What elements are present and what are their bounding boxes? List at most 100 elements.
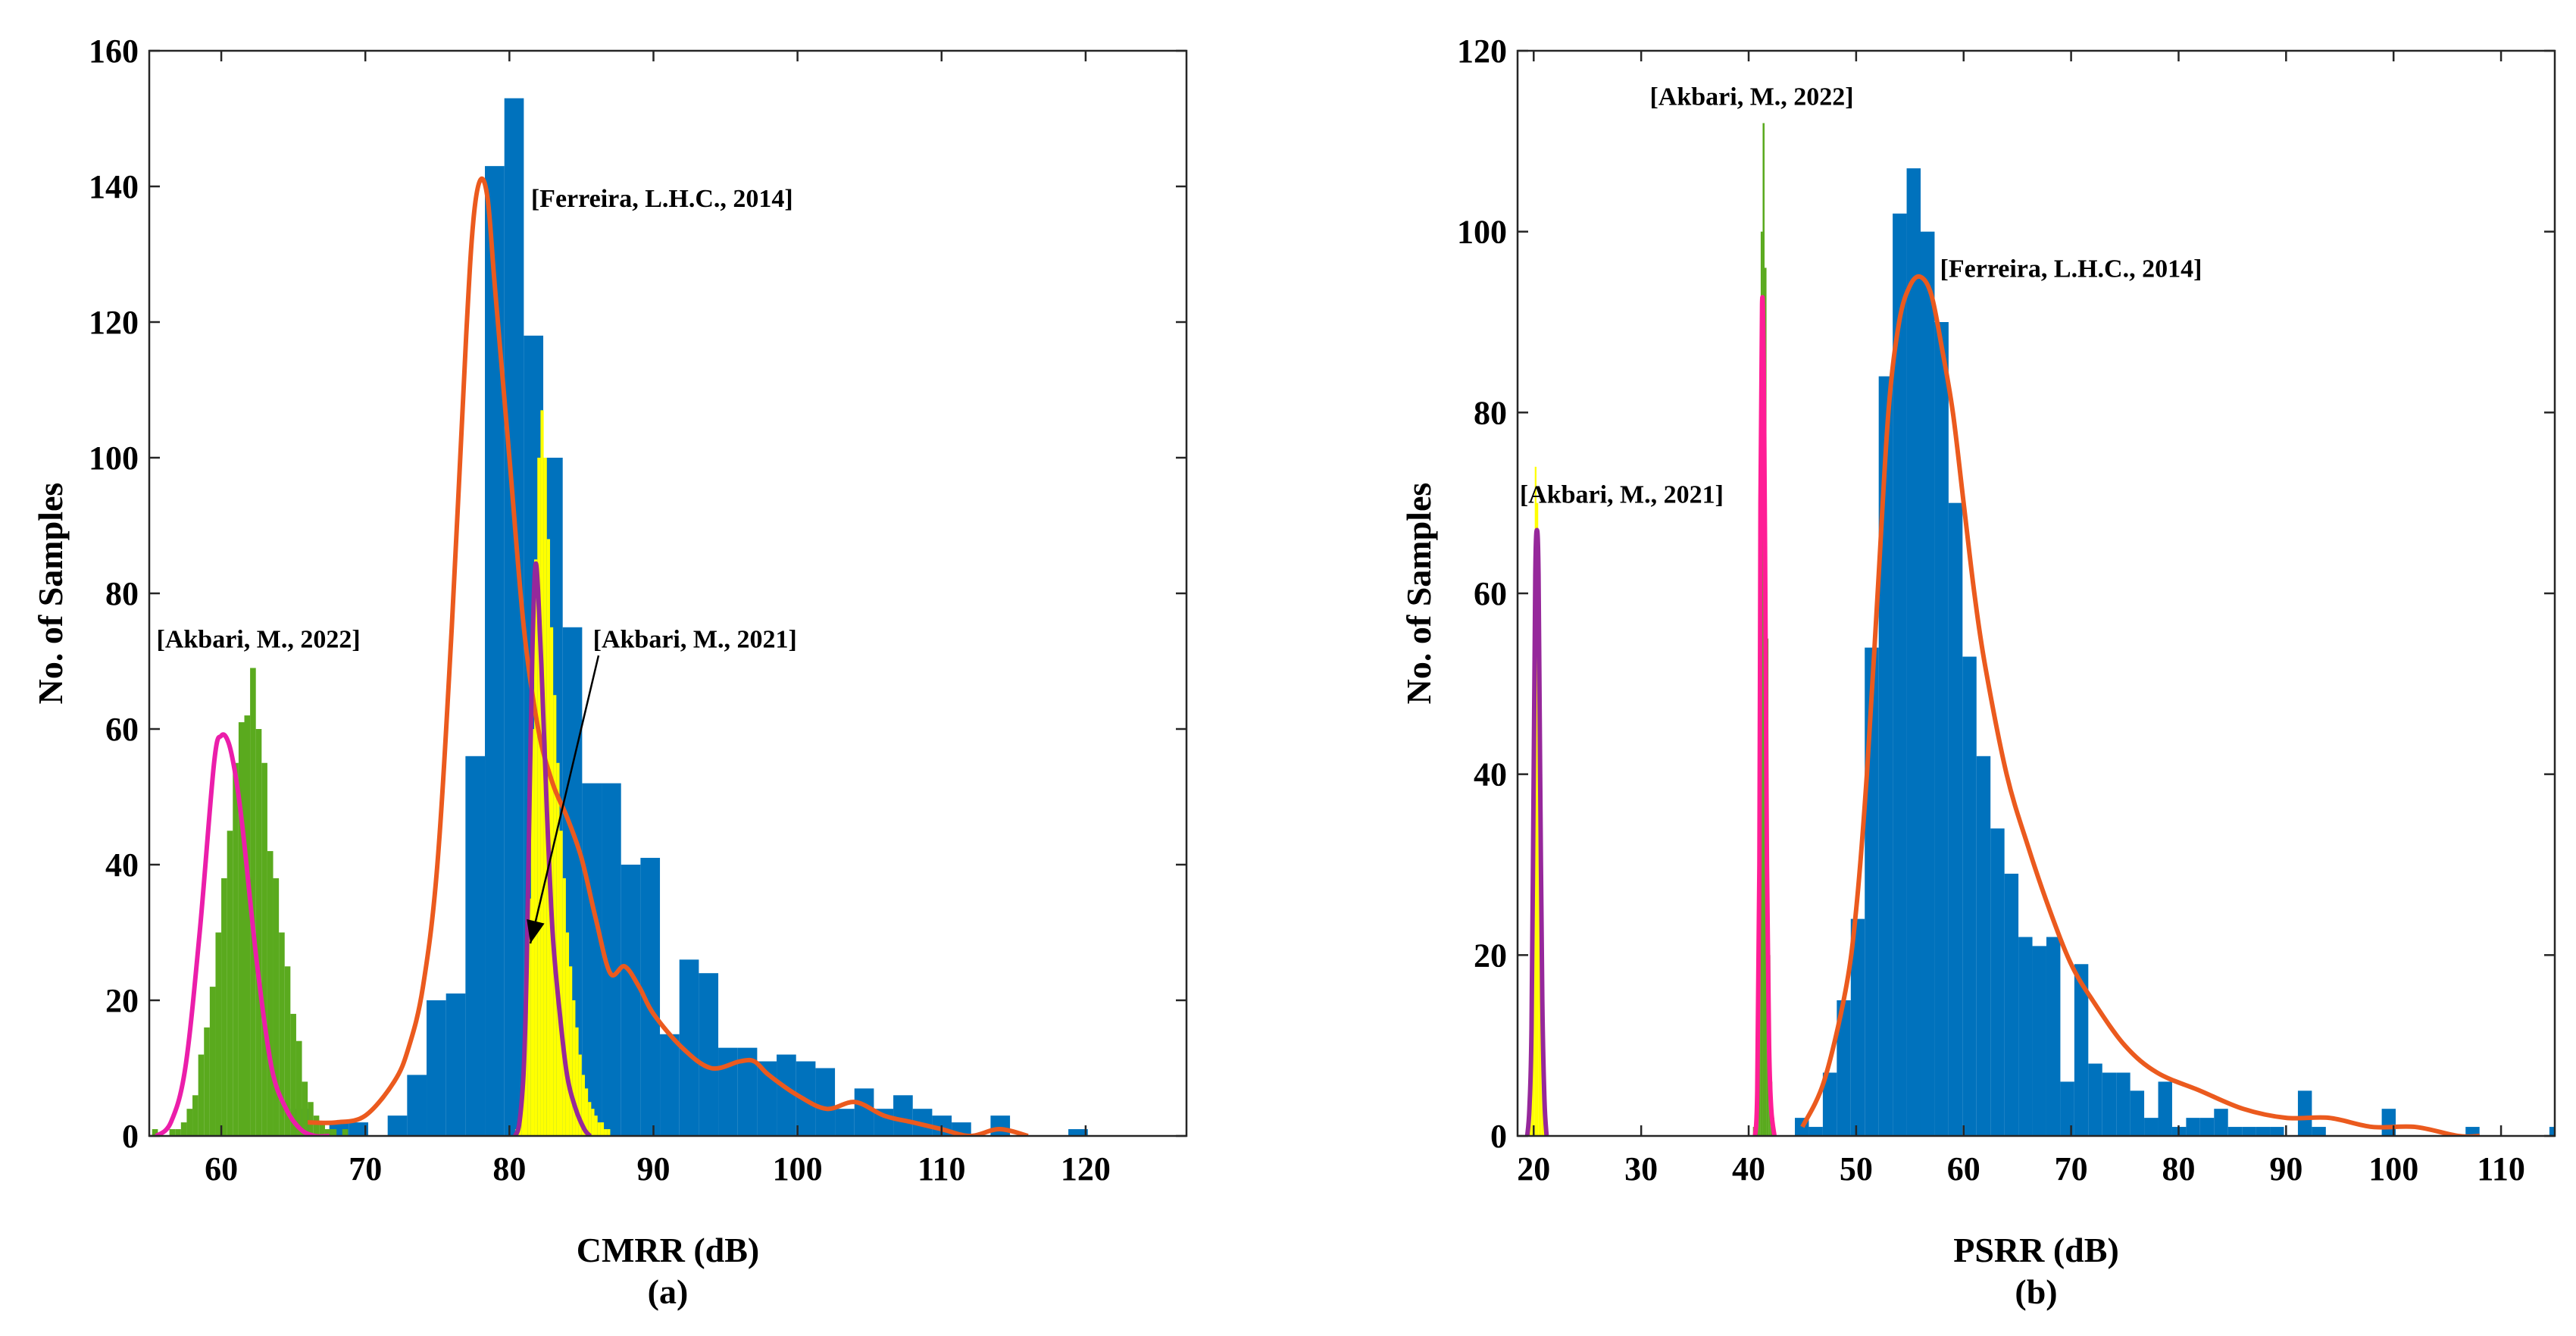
series-annotation: [Akbari, M., 2021] <box>593 626 797 654</box>
histogram-bar <box>1457 1129 1477 1136</box>
histogram-bar <box>221 878 227 1136</box>
fit-curve <box>513 561 592 1136</box>
histogram-bar <box>227 831 233 1136</box>
histogram-bar <box>485 166 505 1136</box>
histogram-bar <box>2130 1090 2145 1136</box>
histogram-bar <box>575 1027 579 1136</box>
series-annotation: [Akbari, M., 2022] <box>157 626 361 654</box>
histogram-bar <box>2297 1090 2312 1136</box>
histogram-bar <box>2214 1109 2228 1136</box>
histogram-bar <box>581 1075 585 1136</box>
histogram-bar <box>591 1109 595 1136</box>
y-axis-label: No. of Samples <box>1399 483 1438 705</box>
x-tick-label: 70 <box>349 1150 382 1187</box>
histogram-bar <box>2256 1127 2271 1136</box>
histogram-bar <box>324 1129 331 1136</box>
histogram-bar <box>2116 1072 2131 1136</box>
x-tick-label: 70 <box>2055 1150 2088 1187</box>
histogram-bar <box>284 966 291 1136</box>
histogram-bar <box>295 1040 302 1136</box>
y-tick-label: 160 <box>89 33 139 70</box>
y-tick-label: 0 <box>1490 1118 1507 1155</box>
histogram-bar <box>1948 502 1963 1136</box>
series-annotation: [Ferreira, L.H.C., 2014] <box>531 185 793 213</box>
histogram-bar <box>2270 1127 2284 1136</box>
histogram-bar <box>319 1122 325 1136</box>
histogram-bar <box>2312 1127 2326 1136</box>
histogram-bar <box>1976 756 1991 1136</box>
series-annotation: [Ferreira, L.H.C., 2014] <box>1940 255 2202 283</box>
histogram-bar <box>2465 1127 2480 1136</box>
histogram-bar <box>1541 1081 1544 1136</box>
histogram-bar <box>330 1129 337 1136</box>
x-axis-label: PSRR (dB) <box>1953 1231 2119 1269</box>
histogram-bar <box>2242 1127 2256 1136</box>
y-tick-label: 20 <box>105 982 139 1019</box>
histogram-bar <box>1920 231 1935 1136</box>
histogram-bar <box>2060 1081 2074 1136</box>
histogram-series <box>290 98 1477 1136</box>
histogram-bar <box>584 1088 589 1136</box>
histogram-bar <box>569 966 573 1136</box>
histogram-bar <box>152 1129 158 1136</box>
x-tick-label: 60 <box>1947 1150 1980 1187</box>
histogram-bar <box>2186 1118 2200 1136</box>
y-tick-label: 60 <box>1474 575 1507 612</box>
y-tick-label: 100 <box>89 440 139 477</box>
y-tick-label: 60 <box>105 711 139 748</box>
histogram-bar <box>427 1000 446 1136</box>
histogram-bar <box>465 756 486 1136</box>
histogram-bar <box>527 898 531 1136</box>
histogram-bar <box>445 993 466 1136</box>
histogram-bar <box>215 932 222 1136</box>
histogram-bar <box>537 458 541 1136</box>
histogram-bar <box>169 1129 176 1136</box>
histogram-bar <box>1837 1000 1851 1136</box>
histogram-bar <box>290 1013 296 1136</box>
histogram-bar <box>524 1013 528 1136</box>
histogram-bar <box>1538 729 1540 1136</box>
histogram-bar <box>407 1075 427 1136</box>
histogram-bar <box>578 1054 582 1136</box>
histogram-bar <box>273 878 280 1136</box>
histogram-bar <box>893 1095 913 1136</box>
histogram-bar <box>279 932 285 1136</box>
histogram-bar <box>1893 213 1907 1136</box>
x-tick-label: 30 <box>1624 1150 1658 1187</box>
histogram-series <box>1795 168 2555 1136</box>
x-tick-label: 80 <box>492 1150 526 1187</box>
y-tick-label: 140 <box>89 168 139 205</box>
panel-caption: (b) <box>2015 1272 2057 1311</box>
y-tick-label: 120 <box>1457 33 1507 70</box>
histogram-bar <box>594 1115 598 1136</box>
histogram-bar <box>2088 1063 2102 1136</box>
histogram-bar <box>204 1027 210 1136</box>
histogram-bar <box>250 668 256 1136</box>
annotation-arrow-head <box>527 919 545 943</box>
histogram-bar <box>302 1081 308 1136</box>
histogram-bar <box>349 1122 369 1136</box>
y-tick-label: 80 <box>1474 394 1507 431</box>
y-axis-label: No. of Samples <box>31 483 70 705</box>
histogram-bar <box>175 1129 181 1136</box>
x-tick-label: 100 <box>2368 1150 2418 1187</box>
y-tick-label: 40 <box>1474 756 1507 793</box>
plot-area <box>1524 123 2555 1136</box>
histogram-bar <box>2227 1127 2243 1136</box>
histogram-bar <box>540 410 544 1136</box>
histogram-bar <box>854 1088 874 1136</box>
histogram-bar <box>699 973 719 1136</box>
fit-curve <box>155 732 330 1136</box>
histogram-bar <box>308 1102 314 1136</box>
histogram-bar <box>192 1095 199 1136</box>
histogram-bar <box>1878 376 1893 1136</box>
x-tick-label: 90 <box>636 1150 670 1187</box>
histogram-bar <box>2549 1127 2555 1136</box>
y-tick-label: 20 <box>1474 937 1507 974</box>
x-tick-label: 120 <box>1061 1150 1111 1187</box>
histogram-bar <box>621 865 641 1136</box>
x-tick-label: 100 <box>773 1150 823 1187</box>
annotation-arrow-line <box>529 655 600 944</box>
histogram-bar <box>255 729 262 1136</box>
fit-curve <box>308 176 1029 1136</box>
